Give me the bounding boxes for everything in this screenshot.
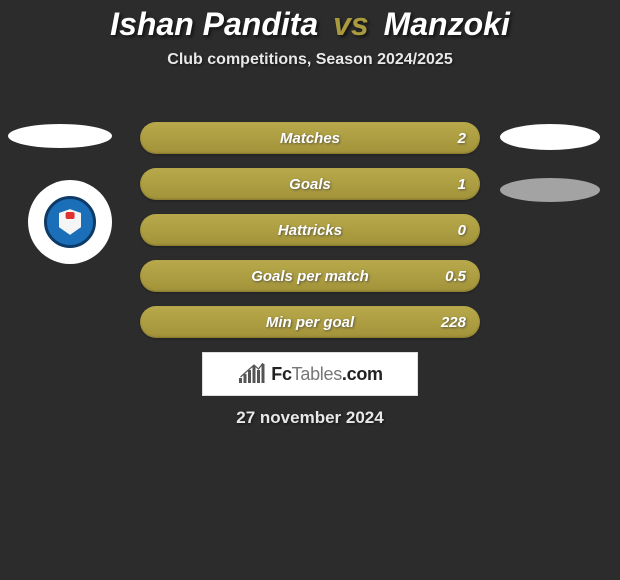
- stat-row: Min per goal 228: [140, 306, 480, 338]
- fctables-tables: Tables: [292, 364, 342, 384]
- player1-name: Ishan Pandita: [110, 6, 318, 42]
- vs-text: vs: [333, 6, 369, 42]
- stat-row: Goals 1: [140, 168, 480, 200]
- stat-row: Matches 2: [140, 122, 480, 154]
- player2-placeholder-ellipse-1: [500, 124, 600, 150]
- fctables-bars-icon: [237, 363, 265, 385]
- stat-value: 0: [458, 222, 466, 239]
- player2-placeholder-ellipse-2: [500, 178, 600, 202]
- club-logo-inner: [44, 196, 96, 248]
- date: 27 november 2024: [0, 408, 620, 428]
- stat-row: Hattricks 0: [140, 214, 480, 246]
- player2-name: Manzoki: [384, 6, 510, 42]
- club-logo: [28, 180, 112, 264]
- fctables-fc: Fc: [271, 364, 291, 384]
- stat-label: Matches: [280, 130, 340, 147]
- stat-label: Hattricks: [278, 222, 342, 239]
- club-logo-shield: [59, 209, 81, 235]
- stat-row: Goals per match 0.5: [140, 260, 480, 292]
- stat-label: Goals per match: [251, 268, 369, 285]
- stat-value: 0.5: [445, 268, 466, 285]
- stat-value: 1: [458, 176, 466, 193]
- player1-placeholder-ellipse: [8, 124, 112, 148]
- stat-label: Min per goal: [266, 314, 354, 331]
- fctables-text: FcTables.com: [271, 364, 382, 385]
- stat-value: 228: [441, 314, 466, 331]
- fctables-dotcom: .com: [342, 364, 383, 384]
- comparison-title: Ishan Pandita vs Manzoki: [0, 0, 620, 43]
- stat-value: 2: [458, 130, 466, 147]
- fctables-logo: FcTables.com: [202, 352, 418, 396]
- stats-container: Matches 2 Goals 1 Hattricks 0 Goals per match 0…: [140, 122, 480, 352]
- subtitle: Club competitions, Season 2024/2025: [0, 51, 620, 69]
- stat-label: Goals: [289, 176, 331, 193]
